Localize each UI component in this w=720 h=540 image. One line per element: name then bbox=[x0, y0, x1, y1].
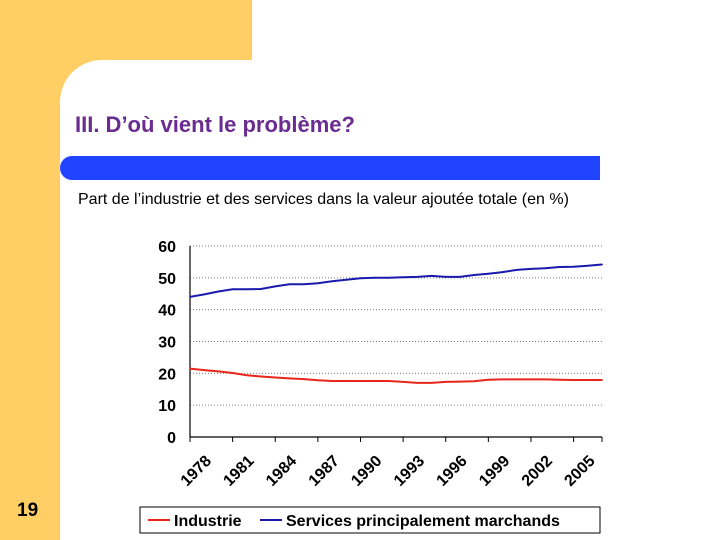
data-point bbox=[217, 370, 220, 373]
legend-label: Services principalement marchands bbox=[286, 513, 560, 530]
data-point bbox=[316, 282, 319, 285]
data-point bbox=[586, 264, 589, 267]
data-point bbox=[189, 296, 191, 298]
chart-subtitle: Part de l’industrie et des services dans… bbox=[78, 191, 569, 208]
data-point bbox=[487, 378, 490, 381]
data-point bbox=[473, 380, 476, 383]
x-tick-label: 1984 bbox=[263, 453, 300, 490]
data-point bbox=[302, 378, 305, 380]
data-point bbox=[459, 380, 461, 383]
data-point bbox=[444, 275, 447, 278]
x-tick-label: 2002 bbox=[519, 453, 556, 490]
data-point bbox=[430, 275, 433, 277]
data-point bbox=[274, 376, 277, 379]
x-tick-label: 1993 bbox=[391, 453, 428, 490]
data-point bbox=[572, 265, 575, 268]
data-point bbox=[359, 277, 362, 280]
data-point bbox=[558, 266, 561, 268]
data-point bbox=[586, 379, 589, 381]
data-point bbox=[288, 283, 291, 286]
data-point bbox=[331, 280, 333, 283]
data-point bbox=[231, 288, 234, 291]
series-line bbox=[189, 367, 602, 384]
data-point bbox=[416, 381, 419, 384]
y-tick-label: 10 bbox=[158, 398, 176, 415]
slide-title: III. D’où vient le problème? bbox=[75, 112, 355, 137]
data-point bbox=[515, 268, 518, 271]
data-point bbox=[387, 380, 390, 382]
y-tick-label: 40 bbox=[158, 303, 176, 320]
data-point bbox=[260, 375, 262, 378]
data-point bbox=[189, 367, 191, 370]
data-point bbox=[373, 276, 376, 279]
data-point bbox=[501, 378, 504, 381]
data-point bbox=[558, 378, 561, 381]
data-point bbox=[331, 380, 333, 382]
data-point bbox=[274, 285, 277, 288]
y-tick-label: 20 bbox=[158, 366, 176, 383]
data-point bbox=[245, 374, 248, 377]
data-point bbox=[501, 271, 504, 274]
series-1 bbox=[189, 263, 603, 298]
x-tick-label: 2005 bbox=[561, 453, 598, 490]
data-point bbox=[231, 372, 234, 374]
x-tick-label: 1990 bbox=[348, 453, 385, 490]
data-point bbox=[387, 276, 390, 279]
data-point bbox=[459, 275, 461, 278]
data-point bbox=[302, 283, 305, 286]
page-number: 19 bbox=[17, 500, 39, 521]
data-point bbox=[373, 380, 376, 382]
data-point bbox=[416, 275, 419, 278]
data-point bbox=[203, 369, 206, 372]
x-tick-label: 1999 bbox=[476, 453, 513, 490]
legend-label: Industrie bbox=[174, 513, 242, 530]
data-point bbox=[288, 377, 291, 380]
data-point bbox=[530, 378, 532, 381]
title-underline-bar bbox=[60, 156, 600, 180]
data-point bbox=[544, 378, 547, 381]
data-point bbox=[316, 379, 319, 382]
data-point bbox=[260, 288, 262, 290]
data-point bbox=[572, 379, 575, 381]
data-point bbox=[402, 276, 405, 279]
data-point bbox=[217, 290, 220, 293]
x-tick-label: 1996 bbox=[434, 453, 471, 490]
y-tick-label: 60 bbox=[158, 239, 176, 256]
series-0 bbox=[189, 367, 603, 384]
data-point bbox=[515, 378, 518, 381]
data-point bbox=[345, 380, 348, 382]
data-point bbox=[345, 278, 348, 281]
x-tick-label: 1978 bbox=[178, 453, 215, 490]
y-tick-label: 30 bbox=[158, 335, 176, 352]
data-point bbox=[430, 381, 433, 384]
x-tick-label: 1981 bbox=[220, 453, 257, 490]
data-point bbox=[487, 272, 490, 275]
x-tick-label: 1987 bbox=[306, 453, 343, 490]
legend-box bbox=[139, 506, 601, 534]
data-point bbox=[402, 381, 405, 383]
data-point bbox=[245, 288, 248, 291]
data-point bbox=[473, 274, 476, 276]
y-tick-label: 0 bbox=[167, 430, 176, 447]
data-point bbox=[444, 381, 447, 383]
data-point bbox=[530, 268, 532, 270]
series-line bbox=[189, 263, 603, 298]
data-point bbox=[601, 263, 603, 266]
data-point bbox=[203, 293, 206, 296]
data-point bbox=[544, 267, 547, 270]
y-tick-label: 50 bbox=[158, 271, 176, 288]
data-point bbox=[601, 379, 603, 381]
data-point bbox=[359, 380, 362, 382]
content-panel bbox=[60, 60, 720, 540]
